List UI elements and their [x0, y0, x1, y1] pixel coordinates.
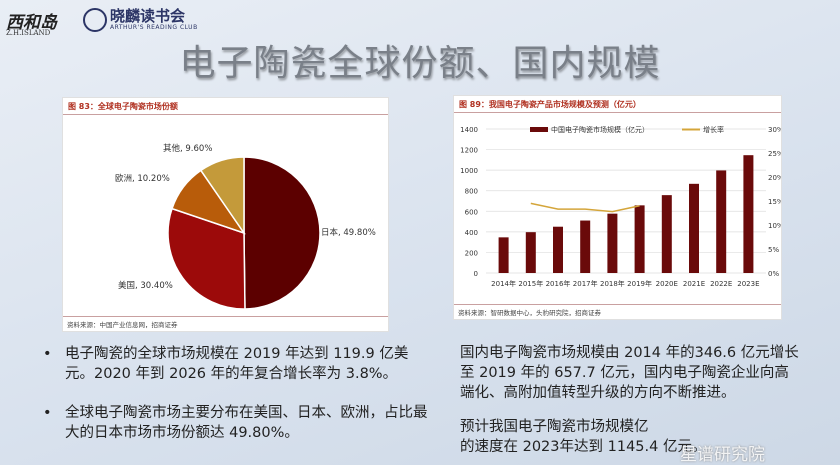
bar-chart-title: 图 89：我国电子陶瓷产品市场规模及预测（亿元） [454, 96, 781, 113]
left-bullet-2: • 全球电子陶瓷市场主要分布在美国、日本、欧洲，占比最大的日本市场市场份额达 49… [43, 405, 428, 441]
bar-2014年 [498, 237, 509, 273]
y-tick-label: 600 [465, 208, 478, 216]
y-tick-label: 200 [465, 249, 478, 257]
zhisland-logo-sub: Z.H.ISLAND [6, 29, 51, 37]
bar-2021E [689, 183, 699, 273]
y-tick-label: 0 [474, 270, 478, 278]
zhisland-logo: 西和岛 [6, 13, 57, 33]
pie-chart-card: 图 83：全球电子陶瓷市场份额 日本, 49.80% 美国, 30.40% 欧洲, … [62, 97, 389, 332]
x-tick-label: 2023E [737, 280, 759, 288]
left-bullet-1: • 电子陶瓷的全球市场规模在 2019 年达到 119.9 亿美元。2020 年到… [43, 346, 409, 382]
bar-chart: 0 200 400 600 800 1000 1200 1400 0% 5% 10% 15% 20% 25… [460, 125, 784, 288]
club-sub: ARTHUR'S READING CLUB [110, 24, 198, 31]
y2-tick-label: 10% [768, 222, 781, 230]
bar-2018年 [607, 213, 618, 273]
pie-label: 其他, 9.60% [163, 143, 212, 154]
bar-2020E [661, 195, 672, 273]
legend-line-label: 增长率 [703, 125, 724, 134]
pie-chart-title: 图 83：全球电子陶瓷市场份额 [63, 98, 388, 115]
bar-chart-card: 图 89：我国电子陶瓷产品市场规模及预测（亿元） 0 200 400 600 800 10… [453, 95, 784, 320]
pie-label: 美国, 30.40% [118, 280, 173, 291]
y-tick-label: 400 [465, 229, 478, 237]
reading-club-logo: 晓麟读书会 ARTHUR'S READING CLUB [83, 8, 198, 32]
y-tick-label: 1000 [460, 167, 478, 175]
y2-tick-label: 5% [768, 246, 779, 254]
x-tick-label: 2014年 [491, 279, 516, 288]
x-tick-label: 2019年 [627, 279, 652, 288]
x-tick-label: 2020E [656, 280, 678, 288]
x-tick-label: 2015年 [518, 279, 543, 288]
x-tick-label: 2016年 [546, 279, 571, 288]
y2-tick-label: 15% [768, 198, 781, 206]
bar-2015年 [525, 232, 536, 273]
bar-chart-source: 资料来源：智研数据中心，头豹研究院，招商证券 [454, 304, 781, 319]
right-paragraph-3: 的速度在 2023年达到 1145.4 亿元。 [460, 439, 707, 455]
bar-2016年 [553, 226, 563, 273]
y2-tick-label: 30% [768, 126, 781, 134]
y2-tick-label: 20% [768, 174, 781, 182]
bar-2017年 [580, 220, 591, 273]
y-tick-label: 800 [465, 188, 478, 196]
legend-bar-label: 中国电子陶瓷市场规模（亿元） [551, 125, 649, 134]
pie-slice-其他 [199, 156, 245, 236]
pie-chart-source: 资料来源：中国产业信息网，招商证券 [63, 316, 388, 331]
right-paragraph-1: 国内电子陶瓷市场规模由 2014 年的346.6 亿元增长至 2019 年的 6… [460, 345, 799, 401]
growth-rate-line [530, 202, 640, 213]
pie-slice-美国 [167, 207, 246, 310]
y2-tick-label: 0% [768, 270, 779, 278]
bar-2022E [716, 170, 727, 273]
club-name: 晓麟读书会 [110, 7, 186, 25]
pie-label: 欧洲, 10.20% [115, 173, 170, 184]
bar-2023E [743, 155, 754, 273]
x-tick-label: 2021E [683, 280, 705, 288]
x-tick-label: 2022E [710, 280, 732, 288]
bar-2019年 [634, 205, 645, 273]
y2-tick-label: 25% [768, 150, 781, 158]
right-paragraph-2: 预计我国电子陶瓷市场规模亿 [460, 419, 649, 435]
watermark: 星谱研究院 [680, 445, 765, 465]
legend-bar-swatch [530, 127, 548, 132]
y-tick-label: 1400 [460, 126, 478, 134]
page-title: 电子陶瓷全球份额、国内规模 [179, 43, 661, 84]
y-tick-label: 1200 [460, 147, 478, 155]
x-tick-label: 2018年 [600, 279, 625, 288]
pie-slice-日本 [243, 156, 321, 310]
pie-label: 日本, 49.80% [321, 227, 376, 238]
x-tick-label: 2017年 [573, 279, 598, 288]
club-emblem-icon [83, 8, 107, 32]
pie-chart: 日本, 49.80% 美国, 30.40% 欧洲, 10.20% 其他, 9.60% [115, 143, 376, 310]
